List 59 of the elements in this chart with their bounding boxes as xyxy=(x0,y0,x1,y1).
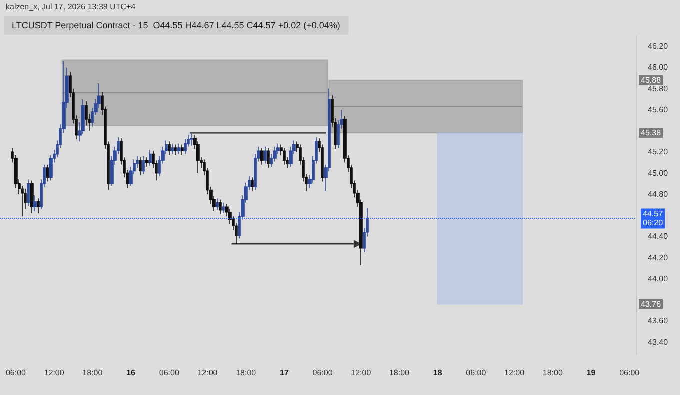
candlestick xyxy=(216,198,219,211)
x-tick-label: 12:00 xyxy=(198,368,218,378)
candlestick xyxy=(260,148,264,166)
x-tick-label: 17 xyxy=(280,368,290,378)
y-tick-label: 45.60 xyxy=(648,105,669,114)
y-tick-label: 44.80 xyxy=(648,190,669,199)
candlestick xyxy=(184,139,187,155)
x-tick-label: 06:00 xyxy=(312,368,334,378)
y-tick-label: 46.20 xyxy=(648,42,669,52)
candlestick xyxy=(149,150,152,166)
x-tick-label: 18:00 xyxy=(542,368,564,378)
x-tick-label: 16 xyxy=(126,368,136,378)
x-tick-label: 18:00 xyxy=(82,368,104,378)
chart-title: LTCUSDT Perpetual Contract · 15 O44.55 H44.67 L44.55 C44.57 +0.02 (+0.04%) xyxy=(12,20,340,30)
candlestick xyxy=(33,195,37,212)
x-tick-label: 18:00 xyxy=(389,368,410,378)
x-tick-label: 12:00 xyxy=(44,368,65,378)
candlestick xyxy=(37,198,40,214)
candlestick xyxy=(142,156,145,175)
y-tick-label: 45.20 xyxy=(648,148,669,157)
candlestick xyxy=(27,179,30,206)
annotation: 43.76 xyxy=(641,300,662,309)
y-tick-label: 44.20 xyxy=(648,253,669,262)
y-tick-label: 45.00 xyxy=(648,168,669,178)
x-tick-label: 12:00 xyxy=(504,368,526,378)
x-tick-label: 06:00 xyxy=(466,368,487,378)
candlestick xyxy=(177,143,181,155)
x-tick-label: 18 xyxy=(433,368,443,378)
y-tick-label: 43.40 xyxy=(648,338,669,347)
candlestick xyxy=(283,148,286,166)
annotation: 45.38 xyxy=(641,128,662,138)
candlestick xyxy=(30,180,34,214)
y-tick-label: 46.00 xyxy=(648,63,669,72)
candlestick xyxy=(181,144,184,156)
candlestick xyxy=(251,177,254,192)
x-tick-label: 12:00 xyxy=(351,368,372,378)
candlestick xyxy=(145,157,149,168)
candlestick xyxy=(222,202,225,214)
candlestick xyxy=(139,157,142,176)
x-tick-label: 18:00 xyxy=(236,368,257,378)
candlestick xyxy=(190,132,193,146)
x-tick-label: 06:00 xyxy=(620,368,640,378)
y-tick-label: 44.40 xyxy=(648,232,669,242)
annotation: 45.88 xyxy=(641,76,662,85)
candlestick xyxy=(174,144,177,156)
candlestick xyxy=(171,143,174,155)
x-tick-label: 06:00 xyxy=(159,368,180,378)
y-tick-label: 44.00 xyxy=(648,274,669,284)
ref-line-label: 44.57 06:20 xyxy=(643,210,664,228)
x-tick-label: 19 xyxy=(586,368,596,378)
x-tick-label: 06:00 xyxy=(6,368,27,378)
y-tick-label: 45.80 xyxy=(648,84,669,94)
text: kalzen_x, Jul 17, 2026 13:38 UTC+4 xyxy=(6,2,136,12)
candlestick xyxy=(219,199,222,215)
candlestick xyxy=(264,146,267,164)
candlestick xyxy=(46,164,50,182)
candlestick xyxy=(267,148,270,168)
y-tick-label: 43.60 xyxy=(648,316,669,326)
candlestick xyxy=(168,141,171,156)
